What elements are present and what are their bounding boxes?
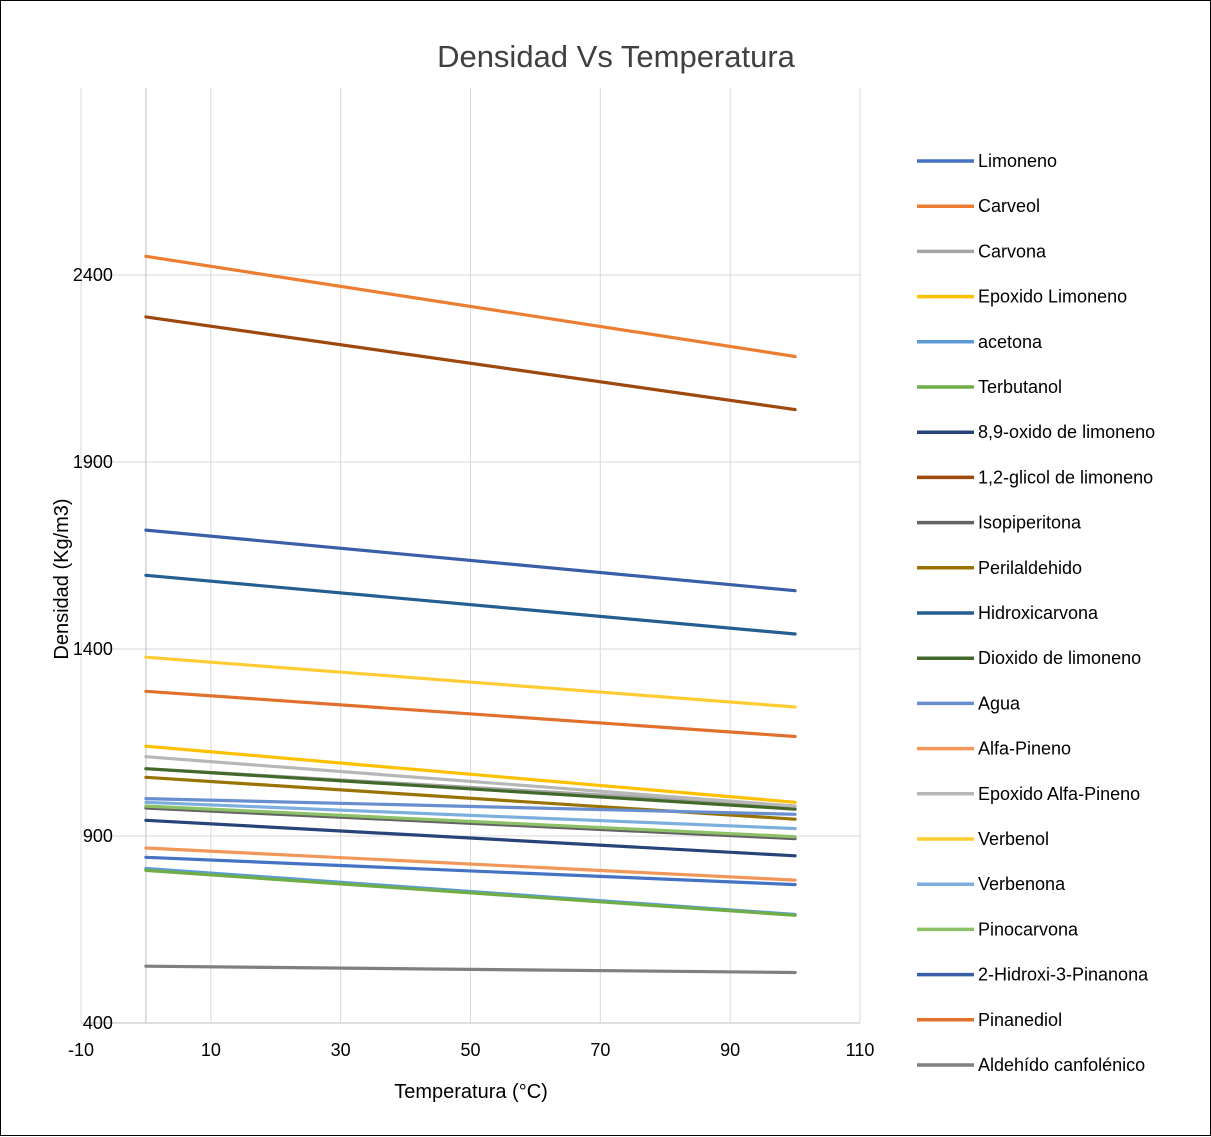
x-tick-label: 110: [846, 1040, 875, 1060]
y-tick-label: 2400: [73, 265, 113, 285]
legend-label: acetona: [978, 332, 1043, 352]
legend-label: Alfa-Pineno: [978, 739, 1071, 759]
legend-item: Epoxido Limoneno: [917, 287, 1127, 307]
legend-item: Epoxido Alfa-Pineno: [917, 784, 1140, 804]
series-line: [144, 689, 797, 739]
legend: Limoneno Carveol Carvona Epoxido Limoneno ac…: [917, 151, 1155, 1075]
series-line: [144, 846, 797, 882]
series-line: [144, 964, 797, 975]
x-tick-label: 70: [590, 1040, 610, 1060]
y-tick-label: 1400: [73, 639, 113, 659]
legend-label: Hidroxicarvona: [978, 603, 1099, 623]
y-tick-label: 400: [83, 1013, 113, 1033]
legend-label: Agua: [978, 693, 1021, 713]
series-line: [144, 254, 797, 359]
legend-label: 1,2-glicol de limoneno: [978, 467, 1153, 487]
legend-item: Terbutanol: [917, 377, 1062, 397]
legend-item: Pinanediol: [917, 1010, 1062, 1030]
legend-label: Isopiperitona: [978, 513, 1082, 533]
legend-label: Verbenol: [978, 829, 1049, 849]
legend-label: Epoxido Limoneno: [978, 287, 1127, 307]
legend-item: 2-Hidroxi-3-Pinanona: [917, 965, 1149, 985]
series-line: [144, 800, 797, 831]
legend-label: Epoxido Alfa-Pineno: [978, 784, 1140, 804]
legend-item: Carveol: [917, 196, 1040, 216]
legend-label: Carveol: [978, 196, 1040, 216]
axes: -10 10 30 50 70 90 110 400 900 1400 1900 2400: [68, 88, 874, 1060]
series-line: [144, 573, 797, 636]
legend-label: Perilaldehido: [978, 558, 1082, 578]
x-tick-label: -10: [68, 1040, 94, 1060]
series-line: [144, 767, 797, 811]
x-tick-label: 50: [460, 1040, 480, 1060]
x-tick-label: 90: [720, 1040, 740, 1060]
legend-item: Isopiperitona: [917, 513, 1082, 533]
y-tick-label: 1900: [73, 452, 113, 472]
chart-title: Densidad Vs Temperatura: [437, 39, 796, 74]
legend-item: Aldehído canfolénico: [917, 1055, 1145, 1075]
legend-item: Pinocarvona: [917, 919, 1079, 939]
series-line: [144, 315, 797, 412]
legend-item: Dioxido de limoneno: [917, 648, 1141, 668]
legend-label: 8,9-oxido de limoneno: [978, 422, 1155, 442]
x-tick-label: 30: [331, 1040, 351, 1060]
legend-item: acetona: [917, 332, 1043, 352]
series-line: [144, 755, 797, 808]
legend-item: 1,2-glicol de limoneno: [917, 467, 1153, 487]
legend-item: Perilaldehido: [917, 558, 1082, 578]
legend-item: Verbenol: [917, 829, 1049, 849]
legend-label: Terbutanol: [978, 377, 1062, 397]
series-line: [144, 855, 797, 887]
series-lines: [144, 254, 797, 975]
y-axis-title: Densidad (Kg/m3): [51, 498, 73, 659]
legend-label: Pinanediol: [978, 1010, 1062, 1030]
legend-item: Verbenona: [917, 874, 1066, 894]
legend-item: Agua: [917, 693, 1021, 713]
gridlines: [80, 88, 861, 1024]
legend-item: Carvona: [917, 241, 1047, 261]
legend-label: Verbenona: [978, 874, 1066, 894]
legend-label: Dioxido de limoneno: [978, 648, 1141, 668]
legend-item: Alfa-Pineno: [917, 739, 1071, 759]
series-line: [144, 868, 797, 917]
legend-item: Limoneno: [917, 151, 1057, 171]
x-tick-label: 10: [201, 1040, 221, 1060]
legend-label: Pinocarvona: [978, 919, 1079, 939]
series-line: [144, 655, 797, 709]
series-line: [144, 744, 797, 804]
legend-label: Carvona: [978, 241, 1047, 261]
series-line: [144, 796, 797, 816]
series-line: [144, 804, 797, 839]
legend-label: Aldehído canfolénico: [978, 1055, 1145, 1075]
legend-item: Hidroxicarvona: [917, 603, 1099, 623]
y-tick-label: 900: [83, 826, 113, 846]
legend-label: Limoneno: [978, 151, 1057, 171]
x-axis-title: Temperatura (°C): [394, 1081, 548, 1103]
legend-label: 2-Hidroxi-3-Pinanona: [978, 965, 1149, 985]
series-line: [144, 528, 797, 593]
series-line: [144, 806, 797, 841]
legend-item: 8,9-oxido de limoneno: [917, 422, 1155, 442]
series-line: [144, 818, 797, 858]
